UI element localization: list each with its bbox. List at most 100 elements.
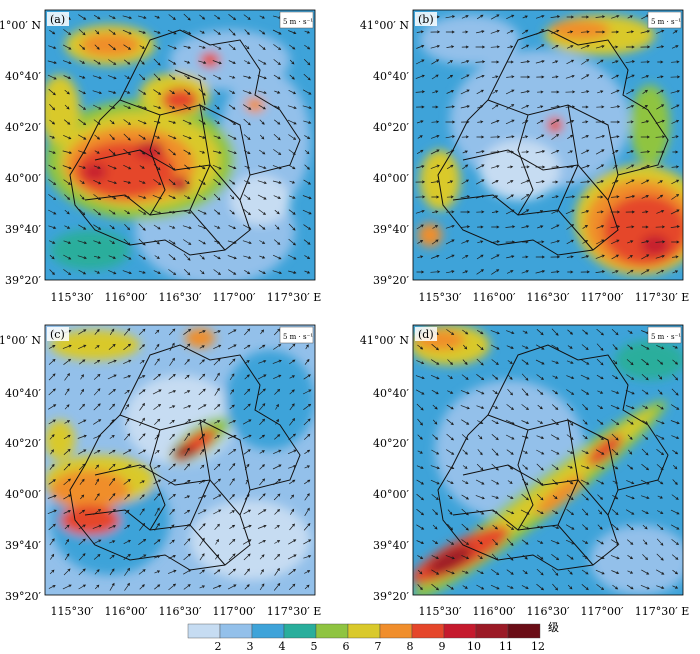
wind-vector-arrow: [415, 59, 425, 65]
wind-vector-arrow: [492, 538, 498, 546]
wind-vector-arrow: [154, 358, 160, 366]
lon-tick-label: 116°30′: [159, 605, 202, 618]
wind-vector-arrow: [94, 270, 101, 274]
colorbar-swatch: [187, 623, 221, 639]
wind-vector-arrow: [272, 359, 282, 364]
wind-vector-arrow: [198, 88, 206, 96]
panel-a-reference-vector: 5 m · s⁻¹: [279, 11, 313, 29]
wind-vector-arrow: [303, 523, 311, 531]
wind-vector-arrow: [552, 60, 559, 64]
wind-vector-arrow: [655, 254, 665, 259]
wind-vector-arrow: [124, 224, 131, 231]
wind-vector-arrow: [460, 89, 470, 95]
wind-vector-arrow: [596, 164, 605, 170]
wind-vector-arrow: [63, 358, 72, 365]
wind-vector-arrow: [198, 388, 206, 396]
wind-vector-arrow: [153, 179, 162, 186]
wind-vector-arrow: [304, 493, 310, 501]
wind-vector-arrow: [536, 119, 544, 125]
lon-tick-label: 116°00′: [473, 605, 516, 618]
wind-vector-arrow: [94, 345, 100, 349]
wind-vector-arrow: [642, 539, 648, 545]
wind-vector-arrow: [551, 44, 559, 50]
colorbar-swatch: [379, 623, 413, 639]
wind-vector-arrow: [430, 30, 441, 34]
wind-vector-arrow: [446, 465, 455, 470]
wind-vector-arrow: [415, 180, 426, 184]
wind-vector-arrow: [138, 209, 147, 215]
panel-a-label: (a): [50, 13, 65, 26]
wind-vector-arrow: [303, 120, 312, 124]
wind-vector-arrow: [505, 89, 515, 95]
wind-vector-arrow: [672, 345, 678, 349]
wind-vector-arrow: [415, 389, 425, 395]
panel-d-wind-field: [413, 325, 683, 595]
wind-vector-arrow: [272, 165, 282, 170]
wind-vector-arrow: [491, 269, 500, 275]
wind-vector-arrow: [536, 240, 545, 244]
wind-vector-arrow: [78, 165, 87, 169]
wind-vector-arrow: [521, 209, 530, 215]
wind-vector-arrow: [671, 494, 679, 500]
wind-vector-arrow: [461, 523, 469, 531]
wind-vector-arrow: [273, 59, 281, 66]
wind-vector-arrow: [461, 179, 470, 185]
wind-vector-arrow: [445, 135, 455, 139]
wind-vector-arrow: [506, 75, 515, 79]
wind-vector-arrow: [228, 104, 236, 110]
wind-vector-arrow: [566, 119, 575, 124]
wind-vector-arrow: [535, 255, 545, 259]
wind-vector-arrow: [522, 15, 528, 19]
wind-vector-arrow: [259, 418, 266, 426]
wind-vector-arrow: [626, 120, 634, 124]
wind-vector-arrow: [243, 134, 251, 140]
wind-vector-arrow: [109, 434, 115, 439]
wind-vector-arrow: [94, 328, 100, 335]
wind-vector-arrow: [642, 554, 649, 561]
wind-vector-arrow: [611, 270, 619, 274]
wind-vector-arrow: [506, 510, 515, 515]
wind-vector-arrow: [138, 465, 146, 469]
wind-vector-arrow: [507, 480, 513, 484]
wind-vector-arrow: [446, 584, 454, 590]
wind-vector-arrow: [198, 419, 207, 425]
wind-vector-arrow: [521, 225, 530, 229]
wind-vector-arrow: [243, 180, 251, 184]
wind-vector-arrow: [65, 538, 70, 545]
wind-vector-arrow: [521, 373, 529, 381]
wind-vector-arrow: [107, 374, 117, 380]
wind-vector-arrow: [461, 15, 469, 19]
wind-vector-arrow: [446, 270, 455, 274]
wind-vector-arrow: [258, 149, 266, 155]
wind-vector-arrow: [199, 345, 205, 349]
wind-vector-arrow: [445, 224, 455, 229]
wind-vector-arrow: [566, 375, 575, 380]
wind-vector-arrow: [242, 539, 252, 545]
wind-vector-arrow: [79, 180, 85, 184]
wind-vector-arrow: [672, 150, 679, 154]
wind-vector-arrow: [124, 195, 131, 199]
wind-vector-arrow: [94, 359, 101, 364]
wind-vector-arrow: [430, 270, 441, 274]
wind-vector-arrow: [551, 360, 559, 364]
wind-vector-arrow: [537, 525, 544, 529]
wind-vector-arrow: [522, 29, 529, 35]
wind-vector-arrow: [48, 479, 56, 485]
wind-vector-arrow: [446, 329, 455, 336]
wind-vector-arrow: [213, 254, 221, 260]
wind-vector-arrow: [610, 210, 621, 214]
wind-vector-arrow: [672, 449, 679, 455]
wind-vector-arrow: [460, 74, 470, 80]
wind-vector-arrow: [288, 223, 296, 231]
wind-vector-arrow: [108, 149, 116, 156]
wind-vector-arrow: [258, 539, 266, 544]
wind-vector-arrow: [288, 464, 297, 469]
wind-vector-arrow: [153, 105, 162, 110]
colorbar-tick-label: 12: [531, 640, 545, 653]
wind-vector-arrow: [506, 585, 514, 589]
wind-vector-arrow: [521, 193, 530, 200]
wind-vector-arrow: [64, 104, 70, 110]
wind-vector-arrow: [431, 59, 440, 65]
wind-vector-arrow: [640, 479, 650, 485]
wind-vector-arrow: [536, 478, 544, 487]
